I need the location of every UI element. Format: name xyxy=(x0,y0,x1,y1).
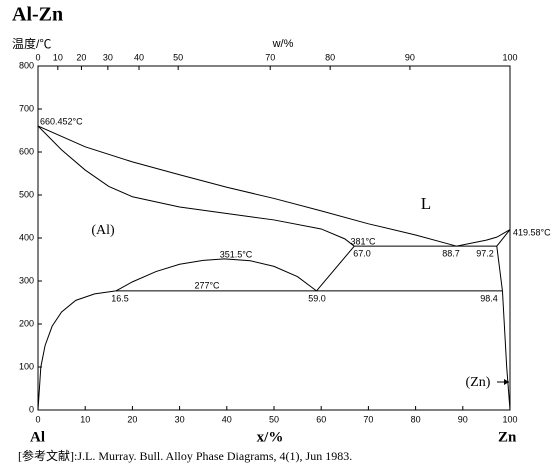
y-tick-label: 800 xyxy=(19,60,34,70)
x-tick-label: 50 xyxy=(269,414,279,424)
annotation: 351.5°C xyxy=(220,249,253,259)
annotation: 59.0 xyxy=(308,293,326,303)
x-tick-label: 40 xyxy=(222,414,232,424)
x2-tick-label: 30 xyxy=(103,52,113,62)
x-tick-label: 60 xyxy=(316,414,326,424)
x-tick-label: 30 xyxy=(175,414,185,424)
annotation: L xyxy=(421,194,431,213)
annotation: 16.5 xyxy=(111,293,129,303)
annotation: 277°C xyxy=(194,280,220,290)
annotation: 660.452°C xyxy=(40,116,83,126)
y-tick-label: 100 xyxy=(19,361,34,371)
x2-tick-label: 0 xyxy=(35,52,40,62)
y-tick-label: 200 xyxy=(19,318,34,328)
x-tick-label: 100 xyxy=(502,414,517,424)
x-tick-label: 20 xyxy=(127,414,137,424)
y-axis-label: 温度/℃ xyxy=(12,36,51,51)
left-element: Al xyxy=(30,429,45,445)
x-tick-label: 0 xyxy=(35,414,40,424)
y-tick-label: 700 xyxy=(19,103,34,113)
x2-tick-label: 90 xyxy=(405,52,415,62)
annotation: 381°C xyxy=(350,236,376,246)
x2-tick-label: 20 xyxy=(76,52,86,62)
phase-boundary xyxy=(316,245,355,292)
x2-axis-label: w/% xyxy=(272,38,294,50)
y-tick-label: 300 xyxy=(19,275,34,285)
x-tick-label: 80 xyxy=(411,414,421,424)
x2-tick-label: 80 xyxy=(325,52,335,62)
phase-boundary xyxy=(115,258,317,292)
phase-boundary xyxy=(496,229,511,411)
phase-boundary xyxy=(37,125,511,247)
annotation: 67.0 xyxy=(353,248,371,258)
annotation: 97.2 xyxy=(476,248,494,258)
annotation: (Al) xyxy=(91,223,115,238)
arrow-head xyxy=(504,379,509,385)
x-tick-label: 90 xyxy=(458,414,468,424)
annotation: 98.4 xyxy=(480,293,498,303)
annotation: 419.58°C xyxy=(513,227,551,237)
y-tick-label: 500 xyxy=(19,189,34,199)
y-tick-label: 0 xyxy=(29,404,34,414)
x-tick-label: 10 xyxy=(80,414,90,424)
x2-tick-label: 40 xyxy=(134,52,144,62)
x2-tick-label: 10 xyxy=(53,52,63,62)
phase-boundary xyxy=(37,290,116,411)
annotation: 88.7 xyxy=(442,248,460,258)
x2-tick-label: 70 xyxy=(265,52,275,62)
y-tick-label: 400 xyxy=(19,232,34,242)
x-axis-label: x/% xyxy=(257,429,284,445)
chart-title: Al-Zn xyxy=(12,4,63,26)
right-element: Zn xyxy=(498,429,517,445)
x-tick-label: 70 xyxy=(363,414,373,424)
phase-boundary xyxy=(37,125,355,247)
x2-tick-label: 50 xyxy=(173,52,183,62)
x2-tick-label: 100 xyxy=(502,52,517,62)
reference: [参考文献]:J.L. Murray. Bull. Alloy Phase Di… xyxy=(18,448,352,463)
y-tick-label: 600 xyxy=(19,146,34,156)
annotation: (Zn) xyxy=(466,375,491,390)
